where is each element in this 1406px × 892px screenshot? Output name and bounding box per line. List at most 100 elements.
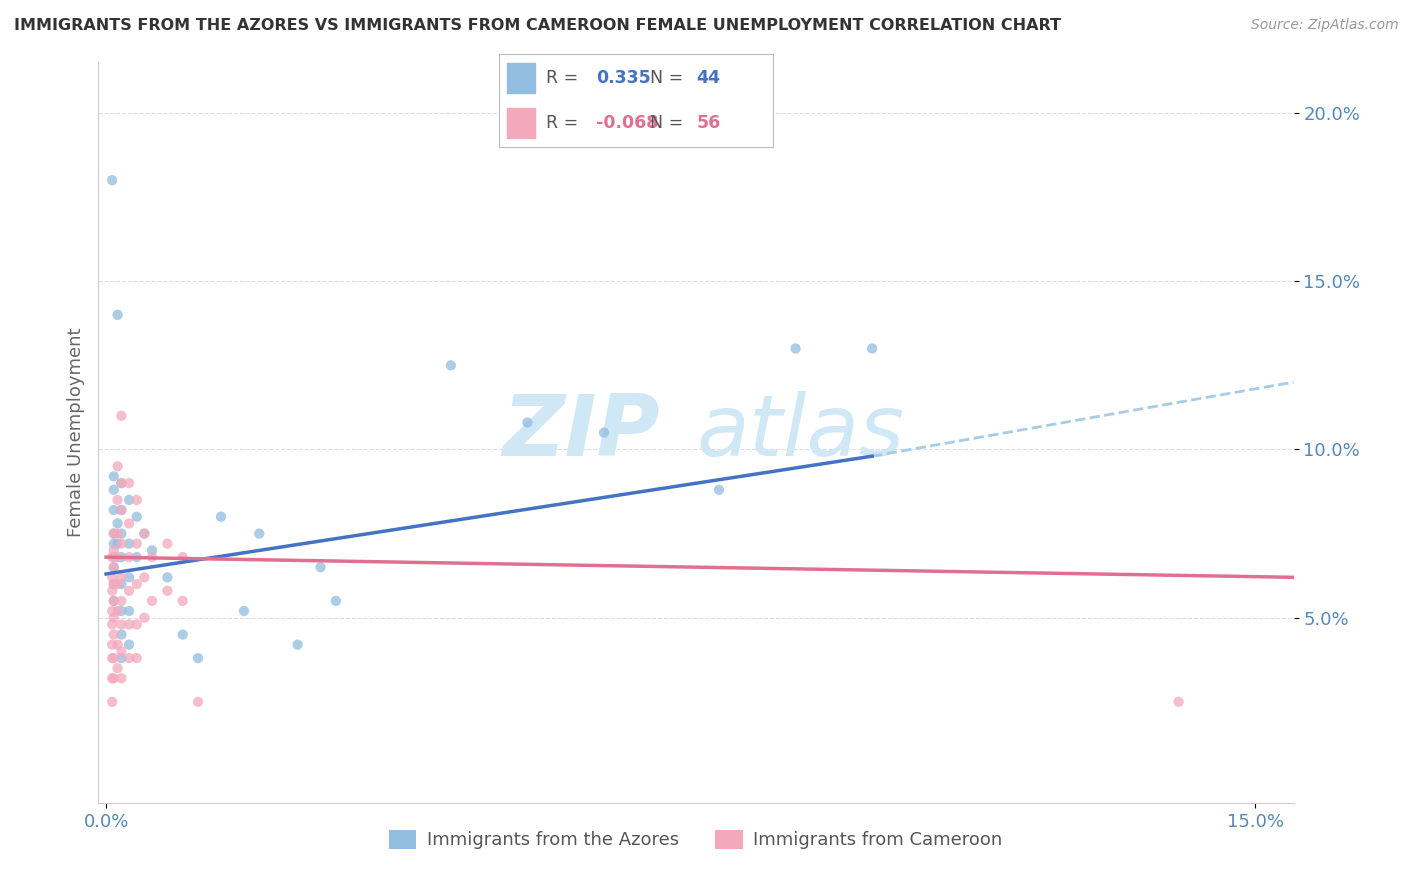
Point	[247, 526, 270, 541]
Point	[110, 476, 132, 491]
Point	[118, 617, 141, 632]
Point	[860, 342, 883, 356]
Point	[103, 526, 125, 541]
Point	[141, 543, 163, 558]
Point	[101, 570, 124, 584]
Text: IMMIGRANTS FROM THE AZORES VS IMMIGRANTS FROM CAMEROON FEMALE UNEMPLOYMENT CORRE: IMMIGRANTS FROM THE AZORES VS IMMIGRANTS…	[14, 18, 1062, 33]
Point	[118, 570, 141, 584]
Point	[110, 409, 132, 423]
Point	[125, 550, 148, 565]
Point	[107, 459, 129, 474]
Point	[707, 483, 730, 497]
Text: R =: R =	[546, 114, 583, 132]
Point	[440, 359, 463, 373]
Point	[110, 536, 132, 550]
Point	[107, 516, 129, 531]
Point	[118, 476, 141, 491]
Text: -0.068: -0.068	[596, 114, 659, 132]
Text: N =: N =	[650, 114, 689, 132]
Point	[1167, 695, 1189, 709]
Point	[107, 526, 129, 541]
Point	[187, 695, 209, 709]
Point	[107, 577, 129, 591]
Point	[110, 526, 132, 541]
Point	[103, 503, 125, 517]
Point	[118, 638, 141, 652]
Text: 0.335: 0.335	[596, 69, 651, 87]
Text: Source: ZipAtlas.com: Source: ZipAtlas.com	[1251, 18, 1399, 32]
Point	[125, 536, 148, 550]
Point	[172, 594, 194, 608]
Text: atlas: atlas	[696, 391, 904, 475]
Point	[103, 627, 125, 641]
Point	[110, 503, 132, 517]
Point	[118, 651, 141, 665]
Text: 44: 44	[696, 69, 720, 87]
Point	[125, 651, 148, 665]
Point	[110, 476, 132, 491]
Point	[287, 638, 309, 652]
Point	[209, 509, 232, 524]
Point	[118, 536, 141, 550]
Text: R =: R =	[546, 69, 583, 87]
Point	[110, 644, 132, 658]
Bar	[508, 63, 534, 93]
Point	[134, 526, 156, 541]
Point	[118, 583, 141, 598]
Point	[103, 526, 125, 541]
Point	[103, 671, 125, 685]
Point	[101, 638, 124, 652]
Point	[110, 550, 132, 565]
Point	[110, 503, 132, 517]
Point	[101, 695, 124, 709]
Point	[107, 638, 129, 652]
Point	[156, 536, 179, 550]
Point	[110, 651, 132, 665]
Point	[103, 469, 125, 483]
Point	[103, 543, 125, 558]
Point	[110, 577, 132, 591]
Point	[110, 617, 132, 632]
Point	[103, 610, 125, 624]
Point	[125, 492, 148, 507]
Point	[141, 594, 163, 608]
Point	[118, 550, 141, 565]
Point	[110, 570, 132, 584]
Point	[309, 560, 332, 574]
Point	[187, 651, 209, 665]
Point	[172, 550, 194, 565]
Text: ZIP: ZIP	[502, 391, 661, 475]
Point	[107, 308, 129, 322]
Point	[325, 594, 347, 608]
Point	[103, 536, 125, 550]
Legend: Immigrants from the Azores, Immigrants from Cameroon: Immigrants from the Azores, Immigrants f…	[382, 823, 1010, 856]
Point	[134, 526, 156, 541]
Point	[156, 570, 179, 584]
Point	[103, 560, 125, 574]
Point	[172, 627, 194, 641]
Point	[103, 594, 125, 608]
Point	[103, 594, 125, 608]
Point	[125, 577, 148, 591]
Point	[134, 610, 156, 624]
Point	[107, 604, 129, 618]
Point	[110, 627, 132, 641]
Point	[134, 570, 156, 584]
Point	[593, 425, 616, 440]
Point	[103, 577, 125, 591]
Text: 56: 56	[696, 114, 721, 132]
Point	[101, 550, 124, 565]
Point	[107, 550, 129, 565]
Point	[118, 492, 141, 507]
Point	[110, 594, 132, 608]
Point	[101, 617, 124, 632]
Point	[103, 550, 125, 565]
Point	[101, 651, 124, 665]
Point	[101, 671, 124, 685]
Point	[125, 509, 148, 524]
Bar	[508, 108, 534, 138]
Point	[125, 617, 148, 632]
Point	[118, 604, 141, 618]
Point	[103, 577, 125, 591]
Text: N =: N =	[650, 69, 689, 87]
